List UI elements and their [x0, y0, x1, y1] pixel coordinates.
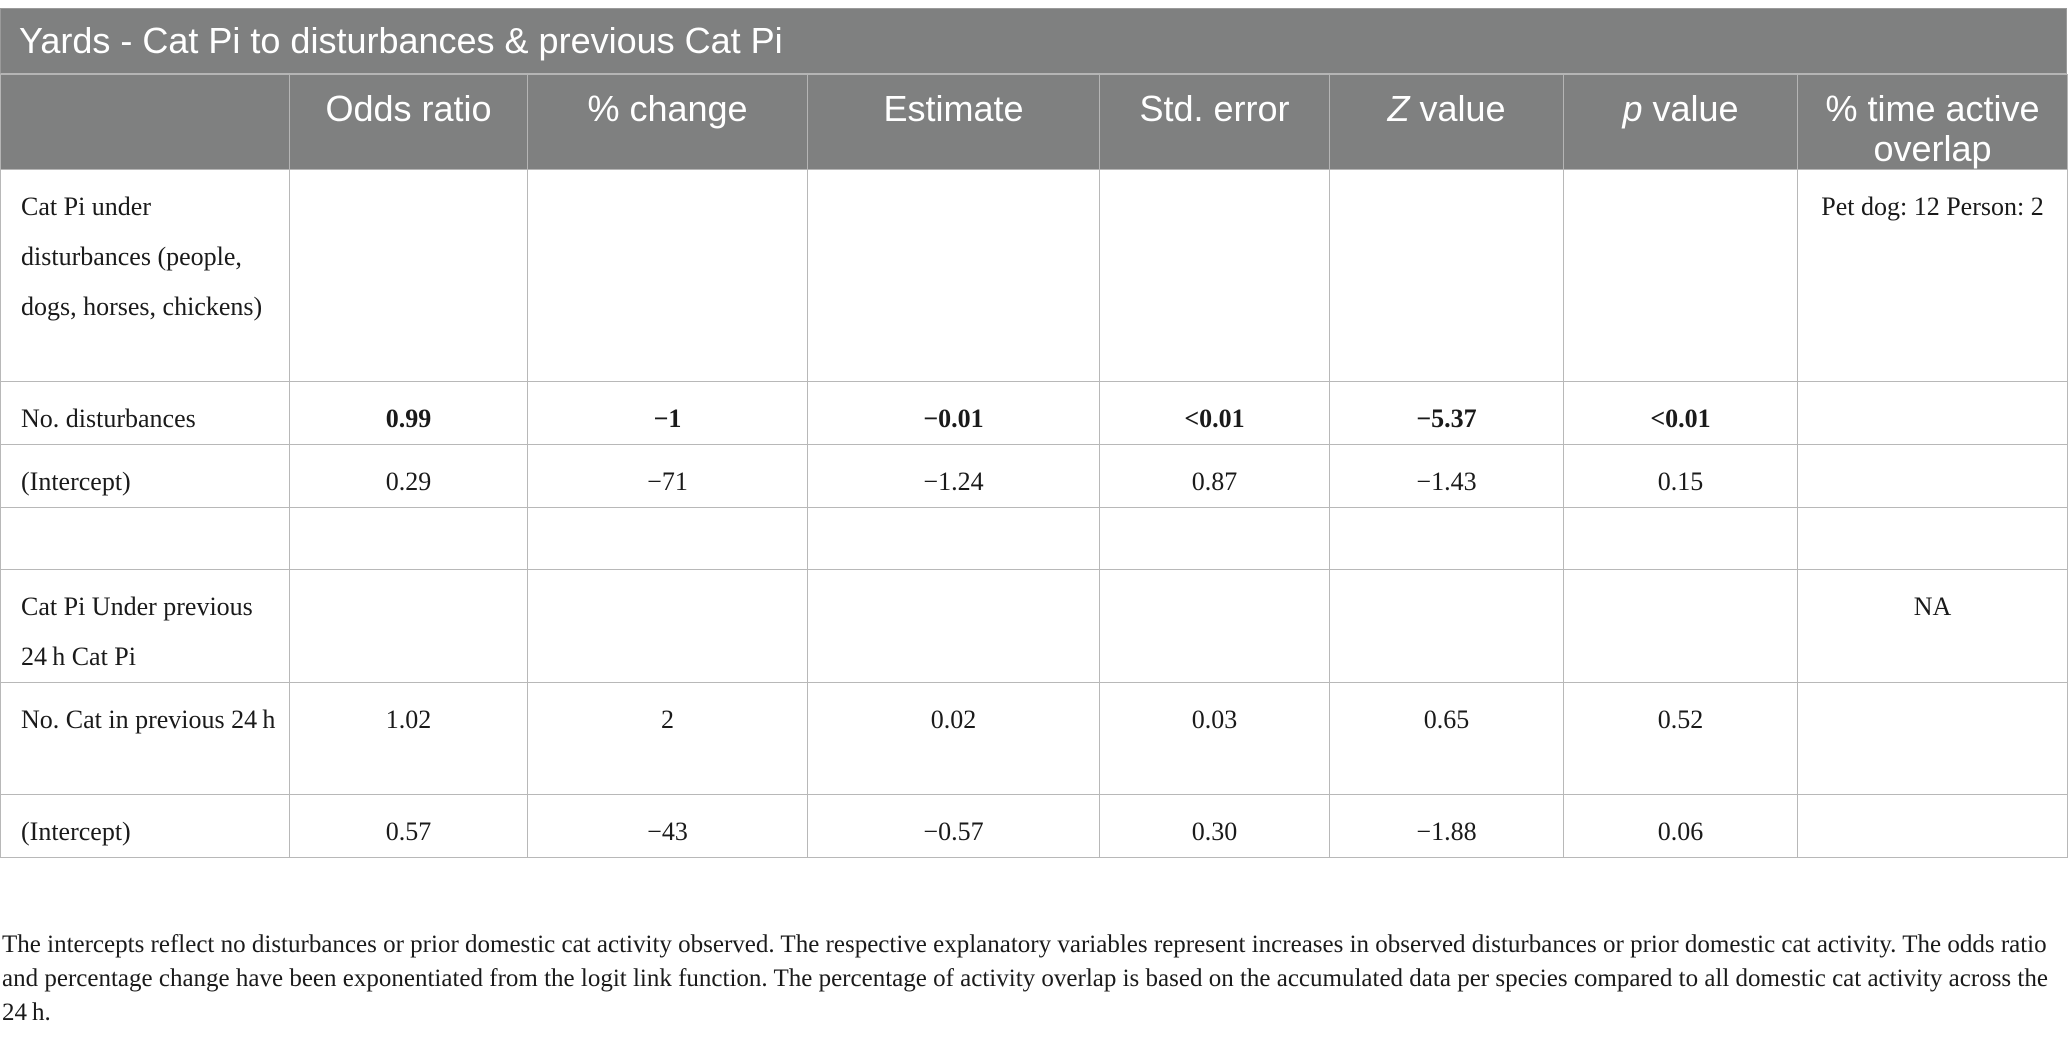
cell-z: −5.37 [1329, 381, 1564, 445]
table-row: (Intercept) 0.57 −43 −0.57 0.30 −1.88 0.… [0, 794, 2068, 858]
table-row: No. Cat in previous 24 h 1.02 2 0.02 0.0… [0, 682, 2068, 795]
cell-est: −0.01 [807, 381, 1100, 445]
header-odds-ratio: Odds ratio [289, 74, 528, 170]
cell-est: −1.24 [807, 444, 1100, 508]
cell-se [1099, 569, 1330, 683]
table-row: No. disturbances 0.99 −1 −0.01 <0.01 −5.… [0, 381, 2068, 445]
header-variable [0, 74, 290, 170]
cell-overlap [1797, 507, 2068, 570]
cell-p [1563, 507, 1798, 570]
cell-se: 0.03 [1099, 682, 1330, 795]
cell-odds: 1.02 [289, 682, 528, 795]
cell-pct [527, 169, 808, 382]
cell-z [1329, 507, 1564, 570]
cell-overlap: Pet dog: 12 Person: 2 [1797, 169, 2068, 382]
cell-p: <0.01 [1563, 381, 1798, 445]
cell-p [1563, 169, 1798, 382]
cell-se [1099, 507, 1330, 570]
row-label: Cat Pi Under previous 24 h Cat Pi [0, 569, 290, 683]
cell-pct: −71 [527, 444, 808, 508]
cell-odds: 0.57 [289, 794, 528, 858]
cell-est [807, 507, 1100, 570]
cell-overlap [1797, 682, 2068, 795]
table-row [0, 507, 2068, 570]
results-table-container: Yards - Cat Pi to disturbances & previou… [0, 8, 2068, 858]
cell-est: 0.02 [807, 682, 1100, 795]
row-label: No. Cat in previous 24 h [0, 682, 290, 795]
header-p-value: p value [1563, 74, 1798, 170]
cell-se: 0.30 [1099, 794, 1330, 858]
table-footnote: The intercepts reflect no disturbances o… [2, 931, 2048, 1026]
cell-se: 0.87 [1099, 444, 1330, 508]
cell-p: 0.06 [1563, 794, 1798, 858]
cell-z: −1.88 [1329, 794, 1564, 858]
cell-pct [527, 507, 808, 570]
table-title: Yards - Cat Pi to disturbances & previou… [0, 8, 2067, 74]
cell-odds [289, 169, 528, 382]
cell-overlap [1797, 444, 2068, 508]
cell-overlap [1797, 381, 2068, 445]
row-label: No. disturbances [0, 381, 290, 445]
header-z-italic: Z [1387, 88, 1410, 129]
cell-p: 0.52 [1563, 682, 1798, 795]
row-label [0, 507, 290, 570]
header-row: Odds ratio % change Estimate Std. error … [0, 74, 2068, 170]
header-percent-change: % change [527, 74, 808, 170]
cell-odds: 0.29 [289, 444, 528, 508]
row-label: (Intercept) [0, 444, 290, 508]
header-std-error: Std. error [1099, 74, 1330, 170]
cell-overlap [1797, 794, 2068, 858]
row-label: Cat Pi under disturbances (people, dogs,… [0, 169, 290, 382]
cell-est [807, 169, 1100, 382]
cell-p: 0.15 [1563, 444, 1798, 508]
cell-pct [527, 569, 808, 683]
header-p-rest: value [1642, 88, 1739, 129]
cell-odds: 0.99 [289, 381, 528, 445]
cell-z: 0.65 [1329, 682, 1564, 795]
header-z-rest: value [1409, 88, 1506, 129]
cell-est [807, 569, 1100, 683]
header-overlap: % time active overlap [1797, 74, 2068, 170]
table-row: Cat Pi under disturbances (people, dogs,… [0, 169, 2068, 382]
cell-z [1329, 569, 1564, 683]
cell-p [1563, 569, 1798, 683]
cell-overlap: NA [1797, 569, 2068, 683]
cell-z: −1.43 [1329, 444, 1564, 508]
cell-est: −0.57 [807, 794, 1100, 858]
cell-pct: −43 [527, 794, 808, 858]
cell-pct: 2 [527, 682, 808, 795]
row-label: (Intercept) [0, 794, 290, 858]
cell-pct: −1 [527, 381, 808, 445]
header-estimate: Estimate [807, 74, 1100, 170]
table-row: (Intercept) 0.29 −71 −1.24 0.87 −1.43 0.… [0, 444, 2068, 508]
cell-se [1099, 169, 1330, 382]
cell-odds [289, 569, 528, 683]
cell-z [1329, 169, 1564, 382]
table-row: Cat Pi Under previous 24 h Cat Pi NA [0, 569, 2068, 683]
cell-se: <0.01 [1099, 381, 1330, 445]
header-p-italic: p [1622, 88, 1643, 129]
header-z-value: Z value [1329, 74, 1564, 170]
results-table: Odds ratio % change Estimate Std. error … [0, 74, 2068, 858]
cell-odds [289, 507, 528, 570]
